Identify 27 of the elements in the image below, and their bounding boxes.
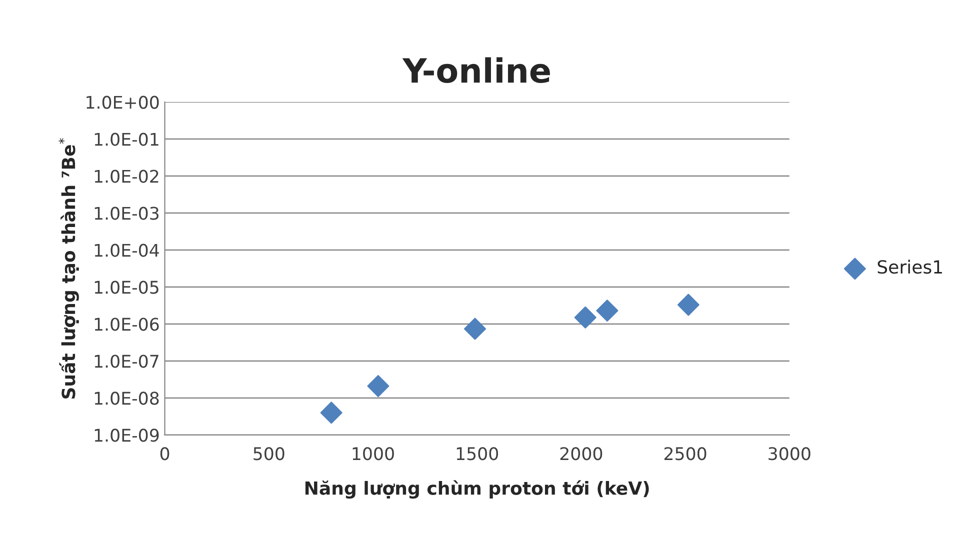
x-axis-title: Năng lượng chùm proton tới (keV) bbox=[305, 480, 649, 499]
y-tick-label: 1.0E-09 bbox=[94, 428, 159, 442]
y-tick-label: 1.0E-02 bbox=[94, 170, 158, 183]
x-tick-label: 3000 bbox=[768, 447, 810, 460]
y-tick-label: 1.0E-04 bbox=[94, 244, 159, 257]
point bbox=[574, 306, 596, 328]
x-tick-label: 500 bbox=[254, 447, 284, 460]
point bbox=[677, 294, 700, 316]
point bbox=[367, 375, 390, 398]
x-tick-label: 2500 bbox=[664, 447, 706, 460]
y-tick-label: 1.0E-05 bbox=[94, 280, 158, 294]
point bbox=[320, 402, 342, 424]
point bbox=[464, 318, 486, 340]
x-tick-label: 0 bbox=[160, 447, 170, 460]
y-tick-label: 1.0E-03 bbox=[94, 206, 159, 220]
x-tick-label: 1500 bbox=[456, 447, 498, 460]
chart-title: Y-online bbox=[402, 57, 550, 84]
legend-label: Series1 bbox=[878, 260, 942, 274]
y-tick-label: 1.0E-08 bbox=[94, 392, 159, 405]
y-tick-label: 1.0E-07 bbox=[94, 354, 158, 368]
x-tick-label: 2000 bbox=[560, 447, 602, 460]
y-tick-label: 1.0E-01 bbox=[94, 132, 158, 146]
y-axis-title: Suất lượng tạo thành ⁷Be$^{*}$ bbox=[58, 138, 79, 399]
y-tick-label: 1.0E+00 bbox=[86, 96, 159, 109]
y-tick-label: 1.0E-06 bbox=[94, 318, 159, 331]
x-tick-label: 1000 bbox=[352, 447, 394, 460]
point bbox=[596, 300, 618, 322]
